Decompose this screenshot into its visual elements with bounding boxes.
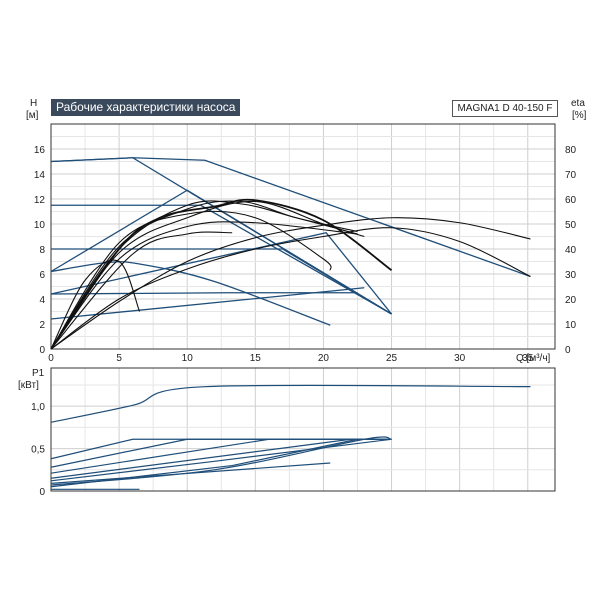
eta-tick-label: 80 xyxy=(565,145,577,156)
eta-tick-label: 40 xyxy=(565,245,577,256)
power-y-tick-label: 1,0 xyxy=(31,402,45,413)
power-y-tick-label: 0,5 xyxy=(31,445,45,456)
head-series-11 xyxy=(50,259,141,350)
head-efficiency-panel: 0 5 10 15 20 25 30 35 0 2 4 6 8 10 12 14 16 0 10 20 30 40 50 60… xyxy=(34,123,577,364)
head-series-15 xyxy=(50,200,358,350)
power-series-5 xyxy=(50,438,392,482)
head-x-tick-label: 30 xyxy=(454,353,466,364)
head-series-6 xyxy=(50,261,331,326)
head-y-tick-label: 6 xyxy=(39,270,45,281)
head-y-tick-label: 2 xyxy=(39,320,45,331)
power-axis-label: P1 xyxy=(32,368,45,379)
power-series-0 xyxy=(50,384,531,423)
eta-tick-label: 50 xyxy=(565,220,577,231)
head-y-tick-label: 0 xyxy=(39,345,45,356)
head-y-tick-label: 16 xyxy=(34,145,46,156)
flow-axis-label: Q [м³/ч] xyxy=(516,353,551,364)
power-axis-unit: [кВт] xyxy=(18,380,39,391)
head-series-0 xyxy=(50,157,531,278)
head-y-tick-label: 10 xyxy=(34,220,46,231)
power-panel: 0 0,5 1,0 xyxy=(31,367,556,498)
head-series-10 xyxy=(50,227,531,350)
head-y-tick-label: 8 xyxy=(39,245,45,256)
head-y-tick-label: 12 xyxy=(34,195,46,206)
eta-tick-label: 0 xyxy=(565,345,571,356)
eta-tick-label: 10 xyxy=(565,320,577,331)
power-series-4 xyxy=(50,438,392,479)
eta-axis-label: eta xyxy=(571,98,585,109)
head-y-tick-label: 4 xyxy=(39,295,45,306)
head-axis-unit: [м] xyxy=(26,110,39,121)
head-x-tick-label: 35 xyxy=(522,353,534,364)
eta-tick-label: 60 xyxy=(565,195,577,206)
eta-tick-label: 30 xyxy=(565,270,577,281)
eta-tick-label: 70 xyxy=(565,170,577,181)
power-frame xyxy=(50,367,556,492)
head-x-tick-label: 0 xyxy=(48,353,54,364)
eta-tick-label: 20 xyxy=(565,295,577,306)
head-y-tick-label: 14 xyxy=(34,170,46,181)
head-x-tick-label: 15 xyxy=(250,353,262,364)
model-label: MAGNA1 D 40-150 F xyxy=(452,100,558,117)
power-series-7 xyxy=(50,436,392,486)
head-series-17 xyxy=(50,221,358,350)
power-y-tick-label: 0 xyxy=(39,487,45,498)
head-series-5 xyxy=(50,232,393,315)
head-x-tick-label: 25 xyxy=(386,353,398,364)
power-series-8 xyxy=(50,438,358,488)
head-series-8 xyxy=(50,287,365,320)
head-series-16 xyxy=(50,210,332,350)
head-series-18 xyxy=(50,231,233,350)
head-x-tick-label: 20 xyxy=(318,353,330,364)
head-series-12 xyxy=(50,198,393,350)
eta-axis-unit: [%] xyxy=(572,110,587,121)
chart-title: Рабочие характеристики насоса xyxy=(51,99,241,116)
head-frame xyxy=(50,123,556,350)
head-axis-label: H xyxy=(30,98,38,109)
head-x-tick-label: 5 xyxy=(116,353,122,364)
head-series-9 xyxy=(50,217,531,350)
head-x-tick-label: 10 xyxy=(182,353,194,364)
